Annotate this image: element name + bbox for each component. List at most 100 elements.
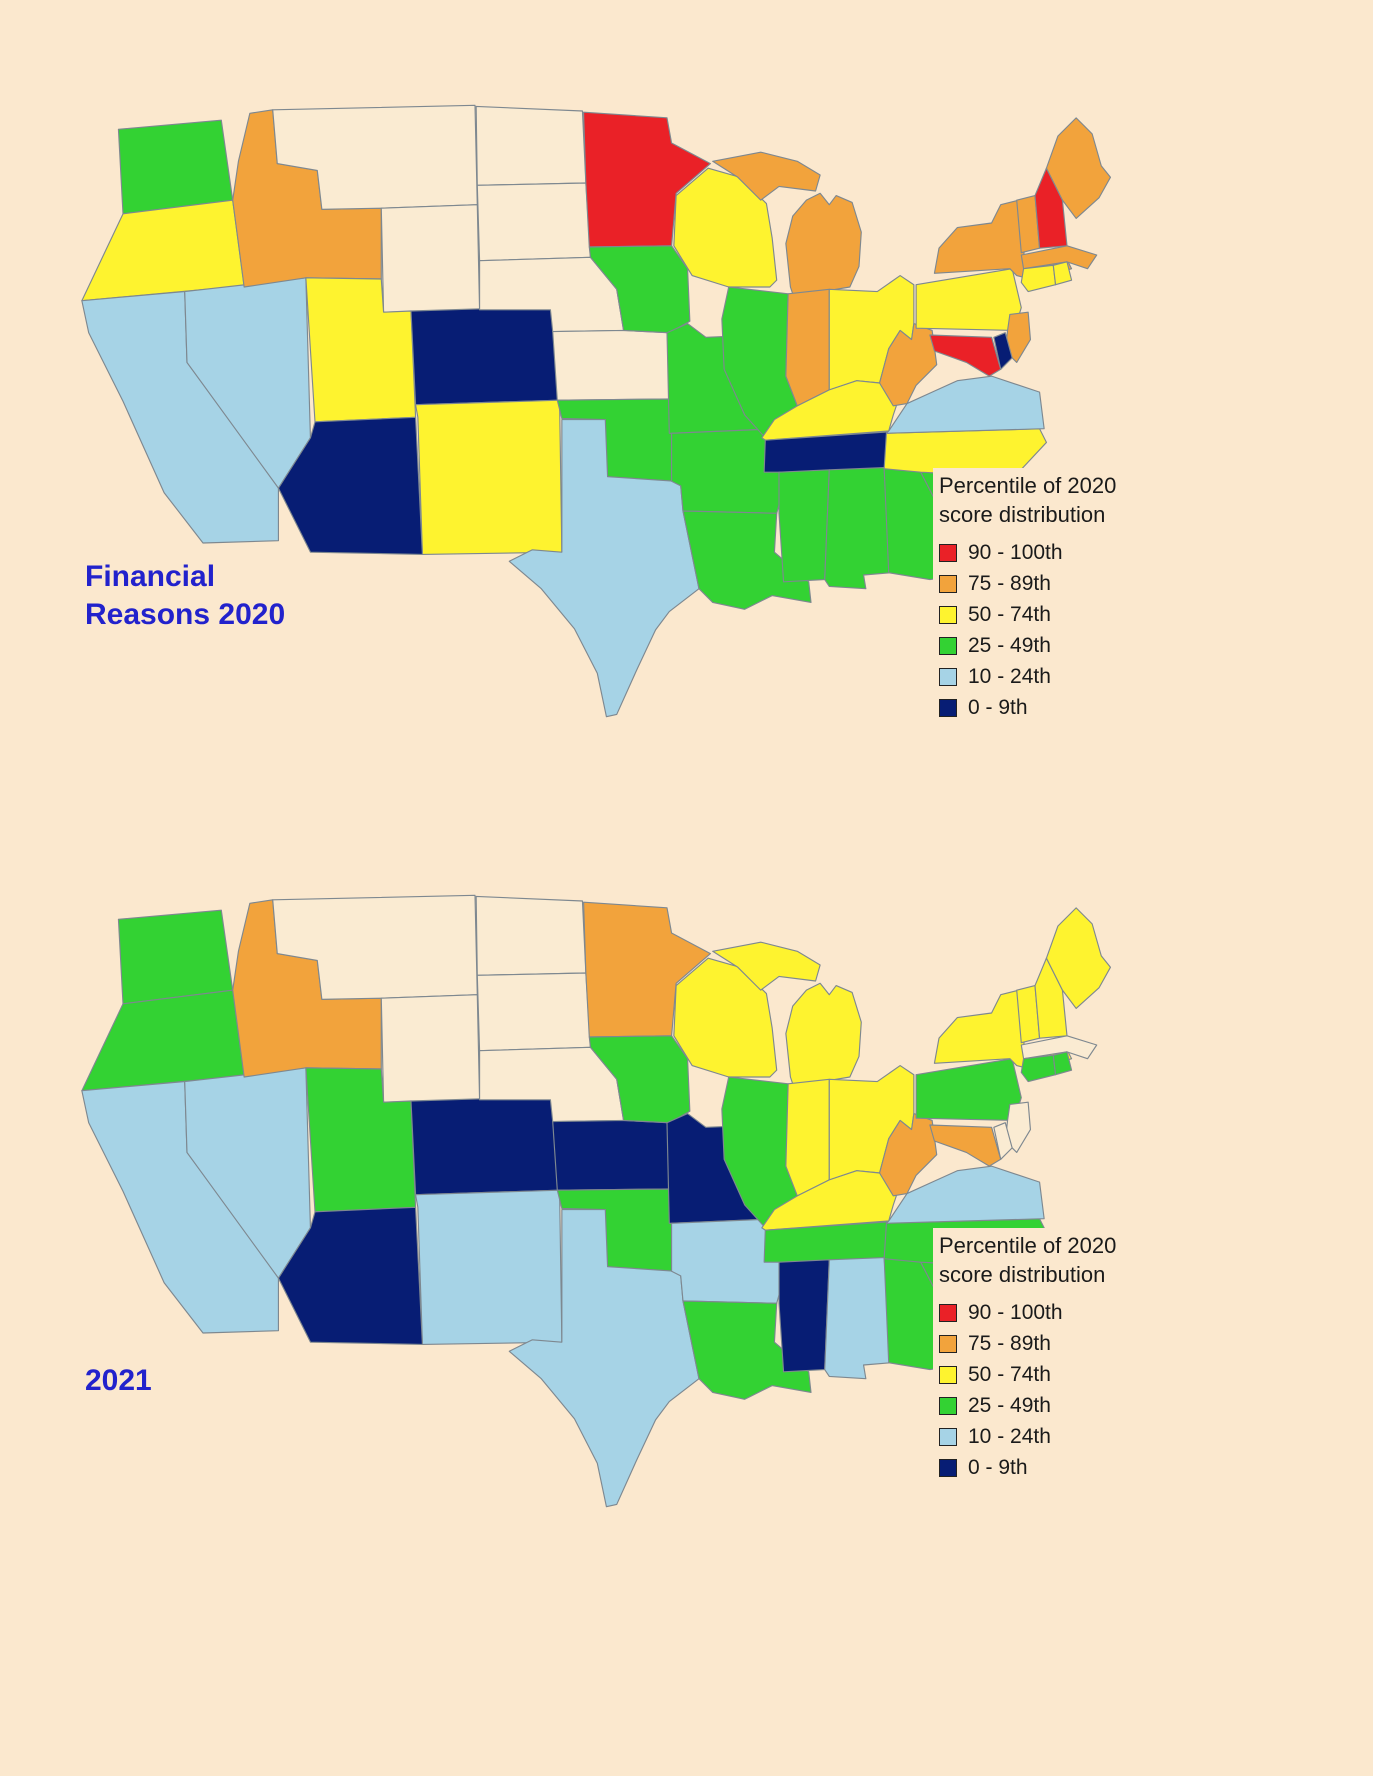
legend-title: Percentile of 2020 score distribution — [939, 472, 1159, 529]
state-al — [824, 1256, 892, 1380]
legend-item: 75 - 89th — [939, 572, 1159, 596]
legend-label: 75 - 89th — [968, 572, 1051, 596]
state-pa — [915, 268, 1022, 331]
map-title-2021: 2021 — [85, 1362, 152, 1400]
map-title-line: 2021 — [85, 1364, 152, 1397]
legend-label: 25 - 49th — [968, 1394, 1051, 1418]
legend-label: 50 - 74th — [968, 603, 1051, 627]
state-me — [1045, 117, 1111, 219]
state-co — [410, 1095, 561, 1196]
state-az — [277, 1206, 423, 1345]
state-nm — [415, 399, 563, 555]
legend-2021: Percentile of 2020 score distribution 90… — [933, 1228, 1159, 1496]
state-md — [929, 334, 1002, 377]
state-va — [885, 375, 1045, 434]
state-ms — [778, 469, 830, 583]
state-in — [785, 288, 830, 407]
state-wi — [673, 167, 778, 288]
legend-2020: Percentile of 2020 score distribution 90… — [933, 468, 1159, 736]
state-la — [682, 1300, 812, 1400]
state-mi — [785, 982, 862, 1085]
state-mn — [583, 111, 711, 248]
legend-item: 50 - 74th — [939, 603, 1159, 627]
state-va — [885, 1165, 1045, 1224]
state-me — [1045, 907, 1111, 1009]
state-nh — [1034, 167, 1068, 249]
state-la — [682, 510, 812, 610]
legend-item: 50 - 74th — [939, 1363, 1159, 1387]
legend-swatch-p90 — [939, 1304, 957, 1323]
legend-swatch-p75 — [939, 575, 957, 594]
state-nd — [475, 105, 587, 186]
legend-title: Percentile of 2020 score distribution — [939, 1232, 1159, 1289]
us-choropleth-map-2021 — [81, 894, 1111, 1508]
legend-swatch-p25 — [939, 637, 957, 656]
state-mi — [712, 151, 821, 201]
legend-item: 75 - 89th — [939, 1332, 1159, 1356]
legend-label: 0 - 9th — [968, 1456, 1028, 1480]
legend-swatch-p10 — [939, 1428, 957, 1447]
legend-item: 25 - 49th — [939, 634, 1159, 658]
legend-item: 10 - 24th — [939, 1425, 1159, 1449]
state-mn — [583, 901, 711, 1038]
map-title-2020: Financial Reasons 2020 — [85, 558, 285, 633]
state-wa — [117, 909, 234, 1005]
legend-item: 90 - 100th — [939, 1301, 1159, 1325]
legend-swatch-p50 — [939, 606, 957, 625]
state-nj — [1004, 1101, 1031, 1153]
state-or — [81, 199, 245, 302]
state-ri — [1052, 261, 1073, 286]
state-de — [993, 332, 1013, 370]
map-title-line: Financial — [85, 560, 216, 593]
state-nd — [475, 895, 587, 976]
legend-swatch-p90 — [939, 544, 957, 563]
legend-title-line1: Percentile of 2020 — [939, 473, 1117, 498]
state-al — [824, 467, 892, 590]
legend-label: 25 - 49th — [968, 634, 1051, 658]
legend-label: 0 - 9th — [968, 696, 1028, 720]
state-nm — [415, 1189, 563, 1345]
state-mt — [272, 104, 478, 210]
state-co — [410, 305, 561, 406]
legend-swatch-p0 — [939, 1459, 957, 1478]
legend-item: 0 - 9th — [939, 696, 1159, 720]
state-nj — [1004, 311, 1031, 363]
legend-title-line1: Percentile of 2020 — [939, 1233, 1117, 1258]
state-mi — [712, 941, 821, 991]
legend-item: 0 - 9th — [939, 1456, 1159, 1480]
legend-swatch-p75 — [939, 1335, 957, 1354]
state-ct — [1020, 1054, 1057, 1083]
state-md — [929, 1124, 1002, 1167]
state-pa — [915, 1058, 1022, 1121]
map-section-2020: Financial Reasons 2020 Percentile of 202… — [75, 80, 1335, 840]
legend-label: 90 - 100th — [968, 541, 1063, 565]
legend-title-line2: score distribution — [939, 1261, 1106, 1287]
legend-swatch-p25 — [939, 1397, 957, 1416]
legend-label: 10 - 24th — [968, 665, 1051, 689]
legend-item: 10 - 24th — [939, 665, 1159, 689]
state-sd — [476, 972, 591, 1052]
legend-swatch-p50 — [939, 1366, 957, 1385]
legend-label: 75 - 89th — [968, 1332, 1051, 1356]
state-wv — [879, 1112, 938, 1197]
legend-items: 90 - 100th 75 - 89th 50 - 74th 25 - 49th 10 … — [939, 1301, 1159, 1480]
state-ms — [778, 1259, 830, 1373]
state-wv — [879, 323, 938, 407]
state-wi — [673, 957, 778, 1078]
state-wa — [117, 119, 234, 215]
legend-label: 50 - 74th — [968, 1363, 1051, 1387]
state-ks — [552, 329, 673, 401]
us-choropleth-map-2020 — [81, 104, 1111, 718]
state-in — [785, 1078, 830, 1197]
state-wy — [380, 994, 481, 1103]
legend-label: 10 - 24th — [968, 1425, 1051, 1449]
legend-swatch-p0 — [939, 699, 957, 718]
state-ks — [552, 1119, 673, 1191]
state-nh — [1034, 957, 1068, 1039]
state-wy — [380, 204, 481, 313]
state-az — [277, 416, 423, 555]
state-or — [81, 989, 245, 1092]
state-de — [993, 1122, 1013, 1160]
legend-item: 25 - 49th — [939, 1394, 1159, 1418]
